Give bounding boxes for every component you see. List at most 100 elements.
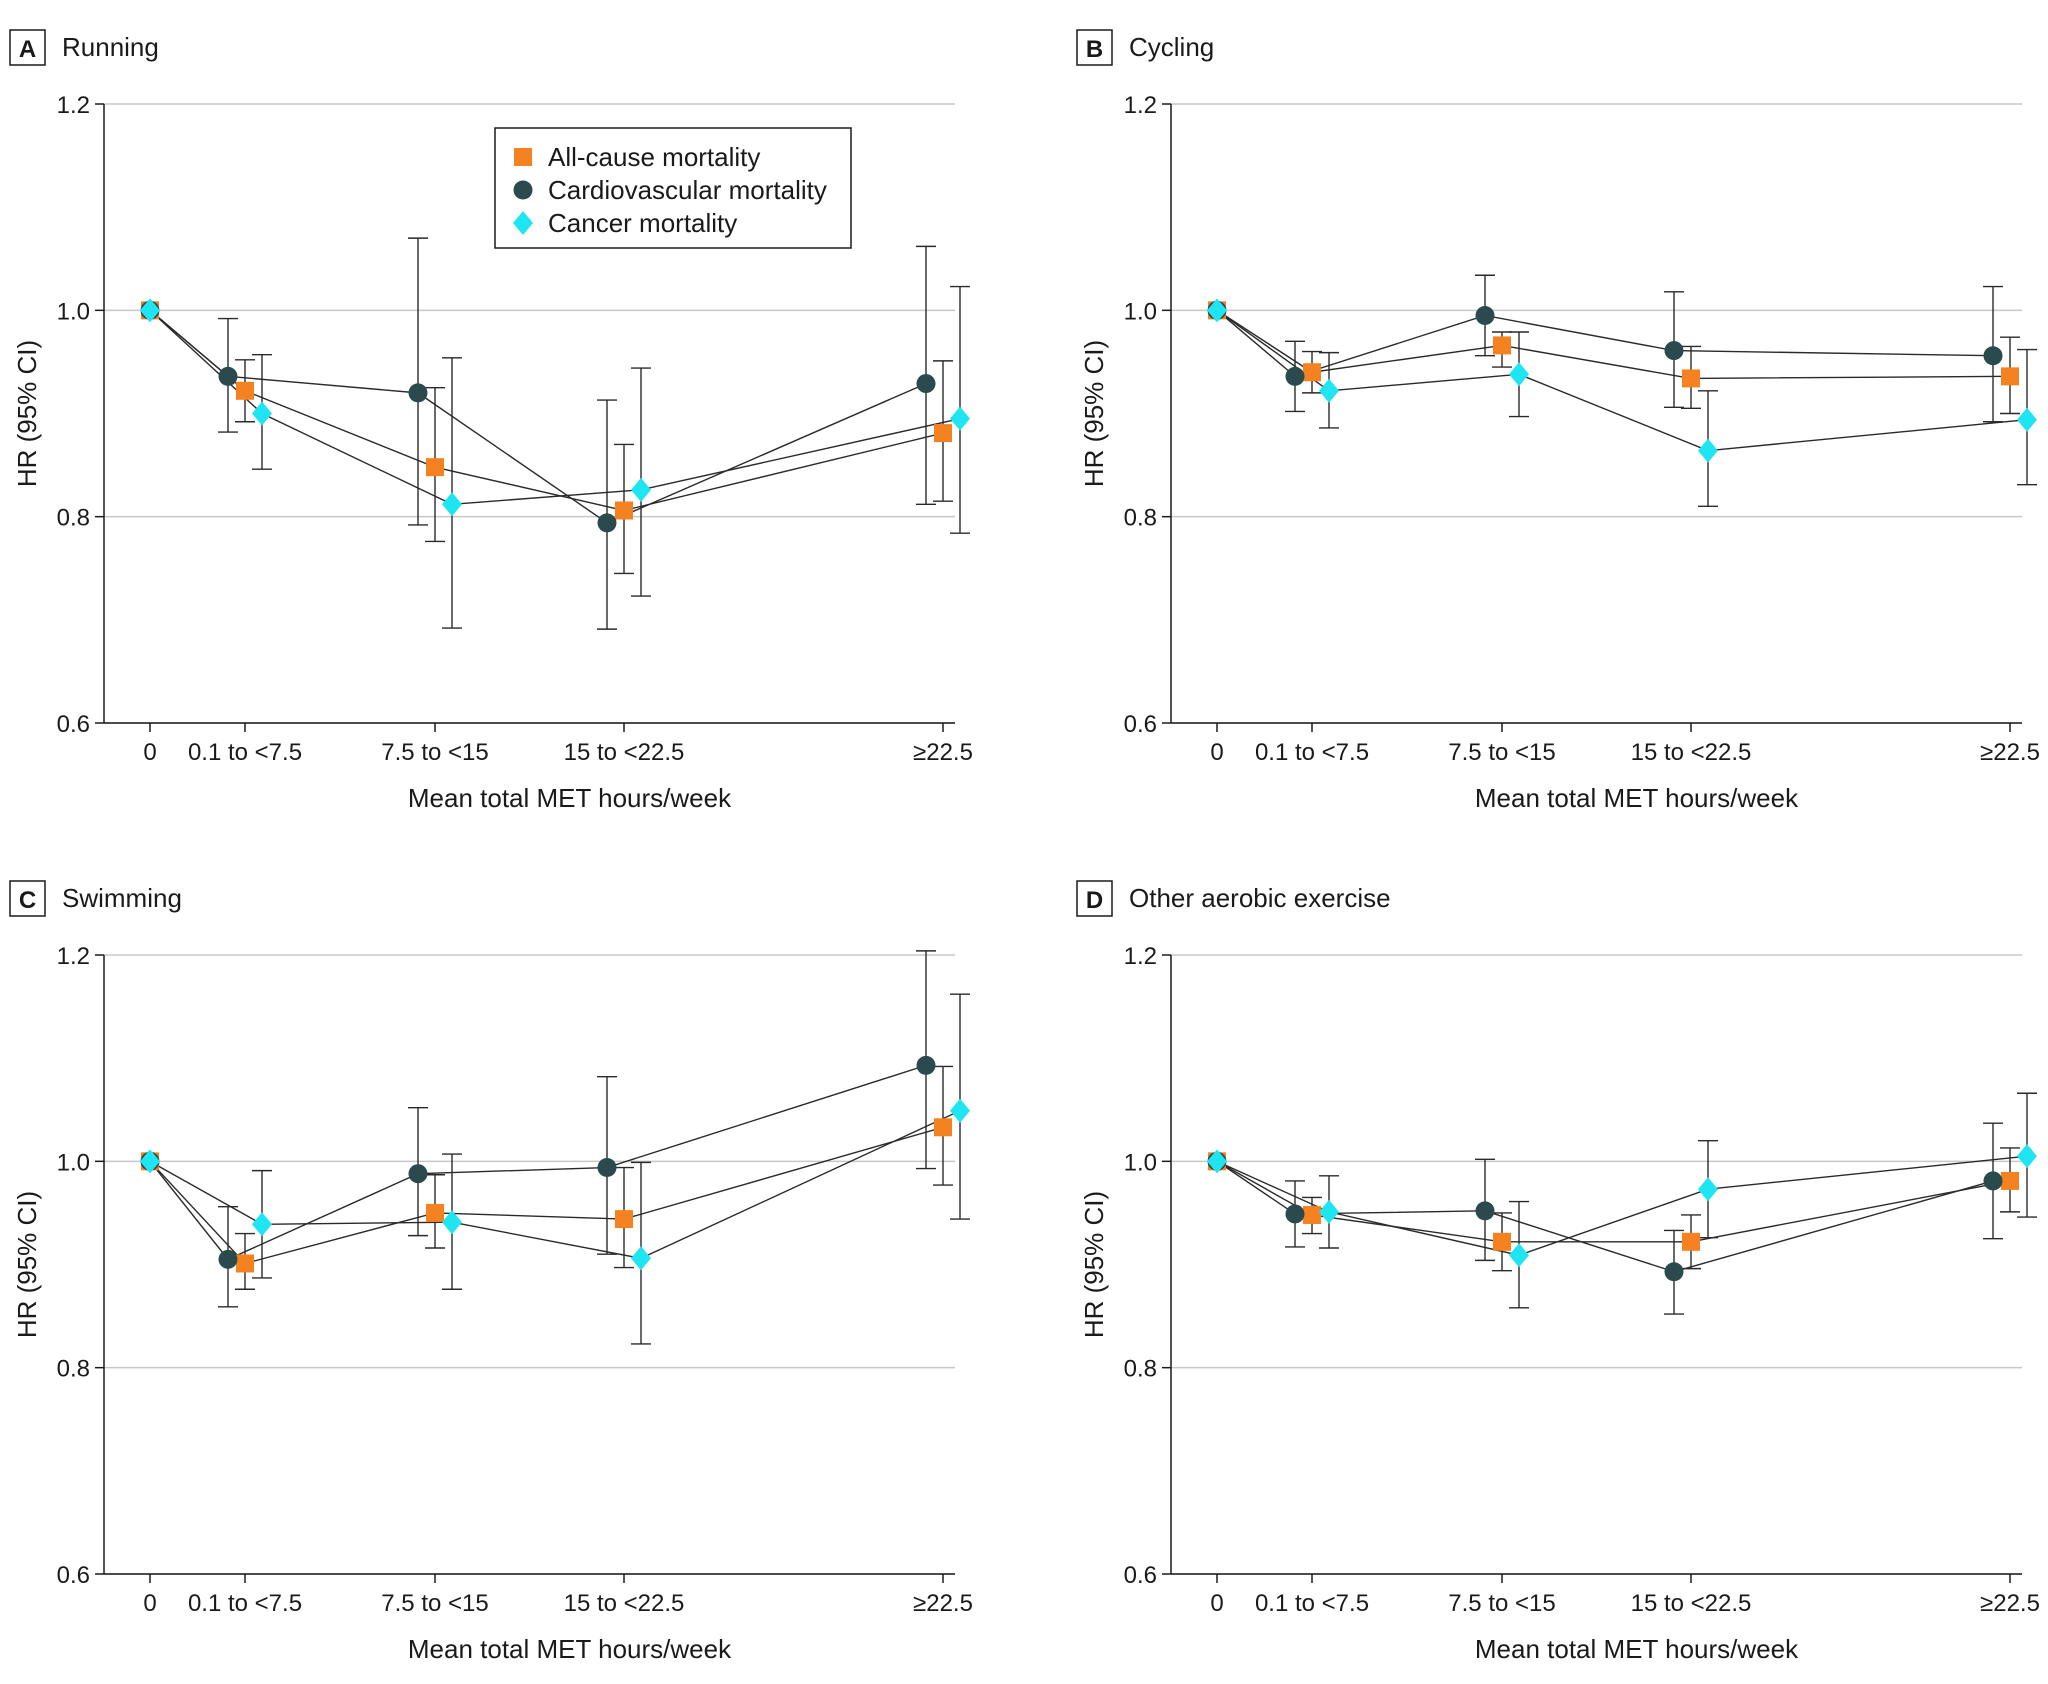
- y-axis-title: HR (95% CI): [1079, 340, 1109, 487]
- y-tick-label: 0.6: [1124, 711, 1157, 738]
- x-tick-label: 15 to <22.5: [564, 1590, 685, 1617]
- x-tick-label: ≥22.5: [913, 739, 973, 766]
- point-all: [1682, 369, 1700, 388]
- y-tick-label: 1.2: [57, 92, 90, 119]
- y-axis-title: HR (95% CI): [1079, 1191, 1109, 1338]
- panel-letter: A: [19, 36, 36, 63]
- point-cv: [916, 374, 936, 394]
- point-cv: [1475, 305, 1495, 325]
- y-tick-label: 1.0: [57, 298, 90, 325]
- x-axis-title: Mean total MET hours/week: [1475, 783, 1799, 813]
- point-cv: [1983, 1171, 2003, 1191]
- point-all: [1303, 1205, 1321, 1224]
- x-tick-label: 15 to <22.5: [1631, 1590, 1752, 1617]
- x-axis-title: Mean total MET hours/week: [408, 1634, 732, 1664]
- point-cancer: [1698, 1177, 1718, 1202]
- point-cancer: [252, 401, 272, 426]
- legend-marker-cv: [513, 180, 533, 200]
- panel-letter-box: [9, 880, 46, 917]
- panel-title: Running: [62, 32, 159, 62]
- point-all: [615, 501, 633, 520]
- series-line-cv: [1216, 309, 1994, 378]
- panel-b: B Cycling 0.6 0.8 1.0 1.2 0 0.1 to <7.5 7.5 to <…: [1076, 29, 2040, 813]
- panel-letter: C: [19, 887, 36, 914]
- point-cv: [1285, 1204, 1305, 1224]
- y-tick-label: 1.0: [1124, 298, 1157, 325]
- point-cv: [218, 366, 238, 386]
- x-tick-label: 7.5 to <15: [1448, 1590, 1555, 1617]
- panel-title: Cycling: [1129, 32, 1214, 62]
- point-all: [934, 1118, 952, 1137]
- y-tick-label: 0.8: [57, 505, 90, 532]
- panel-letter-box: [9, 29, 46, 66]
- series-line-all: [1216, 309, 2011, 380]
- point-cv: [597, 513, 617, 533]
- point-all: [1493, 1232, 1511, 1251]
- point-cv: [916, 1055, 936, 1075]
- x-tick-label: 0: [143, 739, 156, 766]
- panel-letter: D: [1086, 887, 1103, 914]
- series-line-all: [149, 1126, 944, 1265]
- point-all: [934, 424, 952, 443]
- point-cancer: [2017, 1144, 2037, 1169]
- point-cancer: [1207, 1149, 1227, 1174]
- y-tick-label: 1.0: [1124, 1149, 1157, 1176]
- point-cancer: [1319, 1199, 1339, 1224]
- x-tick-label: 15 to <22.5: [1631, 739, 1752, 766]
- x-axis-title: Mean total MET hours/week: [1475, 1634, 1799, 1664]
- point-all: [426, 1203, 444, 1222]
- point-cancer: [950, 406, 970, 431]
- series-line-all: [1216, 1160, 2011, 1243]
- y-tick-label: 1.2: [1124, 92, 1157, 119]
- y-tick-label: 0.6: [57, 1562, 90, 1589]
- x-tick-label: 7.5 to <15: [381, 1590, 488, 1617]
- point-cancer: [442, 1210, 462, 1235]
- legend-marker-all: [514, 148, 532, 166]
- legend-label-all: All-cause mortality: [548, 142, 760, 172]
- point-cancer: [631, 1246, 651, 1271]
- legend-label-cancer: Cancer mortality: [548, 208, 737, 238]
- y-tick-label: 0.6: [57, 711, 90, 738]
- point-cancer: [140, 298, 160, 323]
- y-tick-label: 0.8: [1124, 505, 1157, 532]
- point-cv: [1475, 1201, 1495, 1221]
- y-tick-label: 0.8: [1124, 1356, 1157, 1383]
- point-all: [2001, 1171, 2019, 1190]
- y-axis-title: HR (95% CI): [12, 340, 42, 487]
- point-cv: [1664, 1262, 1684, 1282]
- point-all: [2001, 367, 2019, 386]
- point-cv: [597, 1158, 617, 1178]
- x-tick-label: 7.5 to <15: [381, 739, 488, 766]
- point-cancer: [1509, 362, 1529, 387]
- point-cv: [1664, 341, 1684, 361]
- panel-title: Swimming: [62, 883, 182, 913]
- point-cv: [218, 1249, 238, 1269]
- point-cv: [408, 383, 428, 403]
- x-tick-label: 0: [1210, 1590, 1223, 1617]
- point-all: [1493, 336, 1511, 355]
- y-tick-label: 1.2: [1124, 943, 1157, 970]
- x-axis-title: Mean total MET hours/week: [408, 783, 732, 813]
- point-all: [1682, 1232, 1700, 1251]
- point-all: [1303, 363, 1321, 382]
- point-cancer: [442, 492, 462, 517]
- point-all: [236, 1254, 254, 1273]
- x-tick-label: 15 to <22.5: [564, 739, 685, 766]
- point-cancer: [140, 1149, 160, 1174]
- x-tick-label: ≥22.5: [1980, 1590, 2040, 1617]
- x-tick-label: 0: [1210, 739, 1223, 766]
- panel-letter: B: [1086, 36, 1103, 63]
- panel-title: Other aerobic exercise: [1129, 883, 1391, 913]
- x-tick-label: 0.1 to <7.5: [1255, 739, 1369, 766]
- point-cancer: [1509, 1243, 1529, 1268]
- point-all: [615, 1210, 633, 1229]
- series-line-cancer: [149, 1110, 961, 1260]
- x-tick-label: ≥22.5: [1980, 739, 2040, 766]
- point-cancer: [950, 1098, 970, 1123]
- y-tick-label: 0.8: [57, 1356, 90, 1383]
- y-tick-label: 1.0: [57, 1149, 90, 1176]
- panel-d: D Other aerobic exercise 0.6 0.8 1.0 1.2 0 0.1 …: [1076, 880, 2040, 1664]
- x-tick-label: ≥22.5: [913, 1590, 973, 1617]
- x-tick-label: 0: [143, 1590, 156, 1617]
